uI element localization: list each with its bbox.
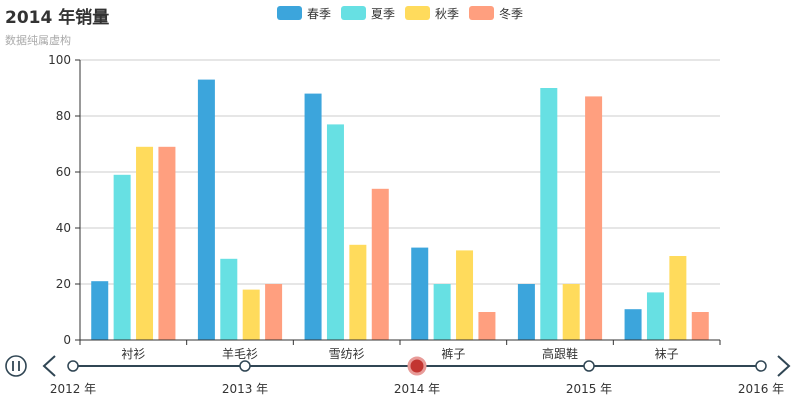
- legend-label-autumn: 秋季: [435, 6, 460, 21]
- legend-swatch-spring: [277, 6, 302, 20]
- bar[interactable]: [585, 96, 603, 341]
- legend-swatch-winter: [469, 6, 494, 20]
- timeline-node[interactable]: [239, 360, 251, 372]
- legend-swatch-autumn: [405, 6, 430, 20]
- y-tick-label: 100: [48, 53, 71, 67]
- timeline-year-label: 2016 年: [738, 382, 784, 396]
- bar[interactable]: [197, 79, 215, 340]
- y-tick-label: 20: [56, 277, 71, 291]
- x-tick-label: 袜子: [655, 347, 679, 361]
- timeline-node-current[interactable]: [407, 356, 427, 376]
- bar[interactable]: [371, 188, 389, 340]
- bar[interactable]: [304, 93, 322, 340]
- bar[interactable]: [349, 244, 367, 340]
- pause-icon[interactable]: [5, 355, 27, 377]
- x-tick-label: 裤子: [441, 347, 465, 361]
- bar[interactable]: [456, 250, 474, 340]
- bars: [91, 79, 709, 341]
- bar[interactable]: [691, 312, 709, 340]
- timeline-node[interactable]: [67, 360, 79, 372]
- x-tick-label: 羊毛衫: [222, 346, 258, 361]
- y-tick-label: 40: [56, 221, 71, 235]
- timeline: 2012 年 2013 年 2014 年 2015 年 2016 年: [5, 355, 791, 396]
- timeline-year-label: 2014 年: [394, 382, 440, 396]
- bar[interactable]: [540, 88, 558, 340]
- x-tick-label: 高跟鞋: [542, 346, 578, 361]
- legend-label-spring: 春季: [307, 6, 332, 21]
- timeline-year-label: 2013 年: [222, 382, 268, 396]
- timeline-year-label: 2012 年: [50, 382, 96, 396]
- bar[interactable]: [562, 284, 580, 340]
- y-tick-label: 60: [56, 165, 71, 179]
- grid-lines: [80, 59, 720, 285]
- chevron-right-icon[interactable]: [777, 355, 791, 377]
- bar[interactable]: [242, 289, 260, 340]
- legend-item-summer[interactable]: 夏季: [341, 4, 395, 22]
- chevron-left-icon[interactable]: [42, 355, 56, 377]
- bar[interactable]: [478, 312, 496, 340]
- legend-label-summer: 夏季: [371, 6, 396, 21]
- bar[interactable]: [136, 146, 154, 340]
- chart-title: 2014 年销量: [5, 8, 110, 28]
- x-tick-label: 衬衫: [121, 347, 145, 361]
- y-tick-label: 80: [56, 109, 71, 123]
- bar[interactable]: [624, 309, 642, 340]
- legend-item-autumn[interactable]: 秋季: [405, 4, 459, 22]
- bar[interactable]: [158, 146, 176, 340]
- bar[interactable]: [265, 284, 283, 340]
- bar[interactable]: [433, 284, 451, 340]
- timeline-year-label: 2015 年: [566, 382, 612, 396]
- bar[interactable]: [669, 256, 687, 340]
- bar[interactable]: [220, 258, 238, 340]
- bar[interactable]: [91, 281, 109, 340]
- legend-label-winter: 冬季: [499, 6, 524, 21]
- bar[interactable]: [411, 247, 429, 340]
- chart-subtitle: 数据纯属虚构: [5, 34, 71, 47]
- timeline-node[interactable]: [583, 360, 595, 372]
- legend-item-winter[interactable]: 冬季: [469, 4, 523, 22]
- y-tick-label: 0: [63, 333, 71, 347]
- timeline-node[interactable]: [755, 360, 767, 372]
- legend-swatch-summer: [341, 6, 366, 20]
- legend: 春季 夏季 秋季 冬季: [0, 4, 800, 22]
- axes: 0 20 40 60 80 100 衬衫 羊毛衫 雪纺衫 裤子 高跟鞋 袜子: [48, 53, 721, 361]
- bar[interactable]: [646, 292, 664, 340]
- bar[interactable]: [517, 284, 535, 340]
- legend-item-spring[interactable]: 春季: [277, 4, 331, 22]
- x-tick-label: 雪纺衫: [329, 347, 365, 361]
- bar[interactable]: [113, 174, 131, 340]
- bar[interactable]: [326, 124, 344, 341]
